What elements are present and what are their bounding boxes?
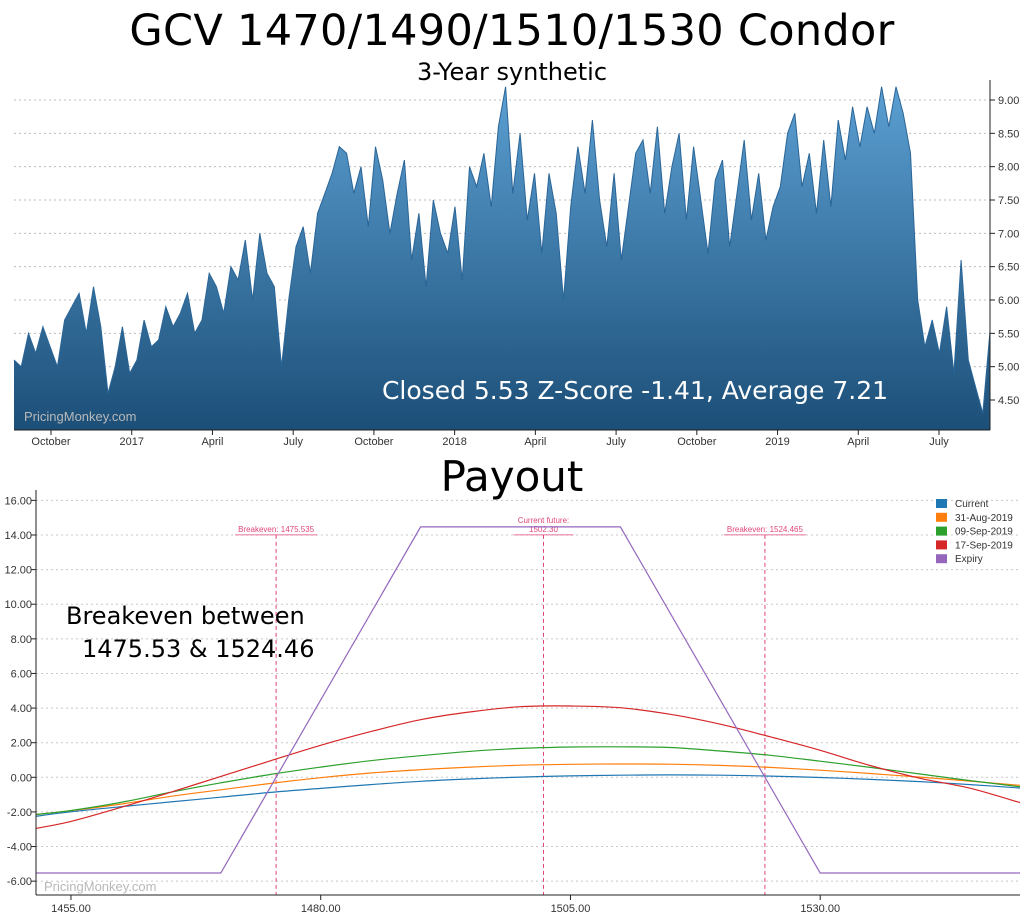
top-x-tick-label: July — [283, 436, 303, 448]
series-line-current — [35, 774, 1021, 817]
series-line-17-sep-2019 — [35, 705, 1021, 829]
top-x-tick-label: October — [31, 436, 70, 448]
payout-series — [35, 526, 1021, 874]
legend-swatch — [936, 499, 947, 508]
legend-swatch — [936, 540, 947, 550]
top-x-tick-label: 2018 — [442, 436, 466, 448]
payout-x-tick-label: 1530.00 — [800, 903, 840, 915]
payout-y-ticks: -6.00 -4.00 -2.00 0.00 2.00 4.00 6.00 8.00 10.00… — [4, 495, 36, 888]
top-y-tick-label: 6.00 — [998, 295, 1019, 307]
top-y-tick-label: 4.50 — [998, 395, 1019, 407]
top-x-tick-label: 2019 — [765, 436, 789, 448]
history-area-outline — [13, 86, 991, 414]
legend-swatch — [936, 554, 947, 564]
top-watermark: PricingMonkey.com — [24, 409, 136, 424]
breakeven-label: Breakeven: 1524.465 — [727, 525, 804, 534]
payout-y-tick-label: 12.00 — [4, 565, 32, 577]
top-x-tick-label: October — [677, 436, 716, 448]
close-zscore-annotation: Closed 5.53 Z-Score -1.41, Average 7.21 — [382, 376, 888, 405]
payout-x-tick-label: 1480.00 — [301, 903, 341, 915]
top-x-tick-label: July — [606, 436, 626, 448]
top-y-tick-label: 5.50 — [998, 328, 1019, 340]
payout-legend: Current 31-Aug-2019 09-Sep-2019 17-Sep-2019… — [936, 499, 1013, 565]
payout-x-tick-label: 1505.00 — [551, 903, 591, 915]
top-x-tick-label: April — [847, 436, 869, 448]
legend-label: 09-Sep-2019 — [955, 527, 1013, 538]
top-x-tick-label: April — [201, 436, 223, 448]
series-line-31-aug-2019 — [35, 763, 1021, 816]
payout-y-tick-label: 10.00 — [4, 599, 32, 611]
history-area — [14, 86, 990, 430]
payout-y-tick-label: -6.00 — [7, 876, 32, 888]
series-line-09-sep-2019 — [35, 746, 1021, 816]
payout-gridlines — [36, 499, 1020, 882]
legend-label: Expiry — [955, 554, 983, 565]
payout-y-tick-label: 8.00 — [11, 634, 32, 646]
payout-watermark: PricingMonkey.com — [44, 879, 156, 894]
chart-subtitle: 3-Year synthetic — [416, 58, 608, 86]
top-x-tick-label: October — [354, 436, 393, 448]
chart-title: GCV 1470/1490/1510/1530 Condor — [129, 6, 895, 56]
top-y-tick-label: 8.00 — [998, 162, 1019, 174]
breakeven-annotation-line-1: Breakeven between — [66, 602, 305, 630]
payout-title: Payout — [440, 452, 584, 501]
payout-y-tick-label: 14.00 — [4, 530, 32, 542]
current-future-value: 1502.30 — [529, 525, 558, 534]
top-y-tick-label: 7.50 — [998, 195, 1019, 207]
legend-label: 31-Aug-2019 — [955, 513, 1013, 524]
payout-y-tick-label: 4.00 — [11, 703, 32, 715]
payout-x-ticks: 1455.00 1480.00 1505.00 1530.00 — [51, 895, 840, 915]
payout-y-tick-label: 2.00 — [11, 738, 32, 750]
payout-y-tick-label: -2.00 — [7, 807, 32, 819]
payout-y-tick-label: 6.00 — [11, 668, 32, 680]
payout-y-tick-label: 16.00 — [4, 495, 32, 507]
history-area-chart: 4.50 5.00 5.50 6.00 6.50 7.00 7.50 8.00 8.50 9.00… — [13, 80, 1019, 448]
payout-x-tick-label: 1455.00 — [51, 903, 91, 915]
top-y-tick-label: 9.00 — [998, 95, 1019, 107]
breakeven-label: Breakeven: 1475.535 — [238, 525, 315, 534]
top-y-tick-label: 7.00 — [998, 228, 1019, 240]
legend-label: 17-Sep-2019 — [955, 540, 1013, 551]
payout-y-tick-label: -4.00 — [7, 842, 32, 854]
legend-swatch — [936, 526, 947, 536]
breakeven-annotation-line-2: 1475.53 & 1524.46 — [82, 635, 314, 663]
top-y-tick-label: 8.50 — [998, 128, 1019, 140]
top-y-tick-label: 6.50 — [998, 262, 1019, 274]
top-x-ticks: October 2017 April July October 2018 April July… — [31, 430, 949, 448]
legend-label: Current — [955, 499, 989, 510]
top-x-tick-label: April — [524, 436, 546, 448]
series-line-expiry — [36, 526, 1020, 874]
payout-y-tick-label: 0.00 — [11, 772, 32, 784]
top-y-tick-label: 5.00 — [998, 362, 1019, 374]
top-y-ticks: 4.50 5.00 5.50 6.00 6.50 7.00 7.50 8.00 8.50 9.00 — [990, 95, 1019, 407]
top-x-tick-label: July — [929, 436, 949, 448]
payout-markers: Breakeven: 1475.535 Current future:1502.3… — [235, 516, 806, 895]
legend-swatch — [936, 512, 947, 522]
top-x-tick-label: 2017 — [119, 436, 143, 448]
current-future-label: Current future: — [518, 516, 570, 525]
